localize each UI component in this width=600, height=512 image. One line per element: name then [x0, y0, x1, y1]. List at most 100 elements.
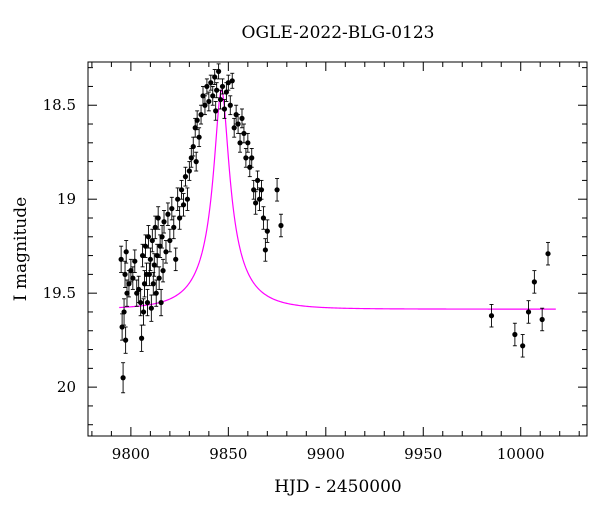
- model-curve: [119, 88, 556, 310]
- data-point: [245, 140, 251, 146]
- data-point: [237, 140, 243, 146]
- data-point: [173, 256, 179, 262]
- data-point: [161, 219, 167, 225]
- data-point: [520, 343, 526, 349]
- data-point: [156, 275, 162, 281]
- data-point: [194, 117, 200, 123]
- data-point: [262, 247, 268, 253]
- data-point: [239, 115, 245, 121]
- data-point: [128, 268, 134, 274]
- data-point: [144, 299, 151, 306]
- data-point: [278, 222, 284, 229]
- data-point: [531, 279, 537, 285]
- plot-frame: [87, 61, 588, 437]
- data-point: [204, 83, 210, 90]
- data-point: [132, 258, 138, 264]
- data-point: [126, 281, 132, 287]
- data-point: [145, 234, 152, 240]
- data-point: [186, 168, 192, 174]
- data-point: [223, 89, 229, 95]
- data-point: [219, 83, 226, 90]
- data-point: [130, 275, 136, 281]
- data-point: [190, 143, 196, 150]
- x-tick-label: 9800: [112, 445, 150, 463]
- data-point: [545, 251, 551, 257]
- data-point: [251, 187, 257, 193]
- data-point: [175, 196, 181, 202]
- data-point: [119, 324, 125, 330]
- data-point: [212, 74, 218, 80]
- data-point: [229, 78, 235, 84]
- x-tick-label: 9900: [307, 445, 345, 463]
- data-point: [488, 313, 495, 319]
- data-point: [120, 375, 126, 381]
- data-point: [153, 290, 159, 296]
- data-point: [169, 205, 175, 212]
- data-point: [225, 80, 231, 86]
- data-point: [167, 237, 173, 244]
- x-tick-label: 10000: [497, 445, 545, 463]
- y-tick-label: 20: [57, 378, 76, 396]
- data-point: [241, 130, 247, 137]
- data-point: [193, 159, 199, 165]
- data-point: [149, 237, 155, 244]
- data-point: [227, 102, 233, 108]
- data-point: [264, 228, 270, 234]
- x-axis-label: HJD - 2450000: [274, 477, 402, 497]
- data-point: [208, 80, 214, 86]
- data-point: [231, 125, 237, 131]
- data-point: [214, 87, 220, 93]
- data-point: [123, 337, 129, 343]
- data-point: [121, 309, 127, 315]
- data-point: [158, 299, 164, 306]
- data-point: [178, 187, 185, 193]
- data-point: [171, 224, 177, 230]
- data-point: [165, 211, 171, 217]
- y-tick-label: 18.5: [43, 96, 76, 114]
- data-point: [260, 215, 267, 221]
- x-tick-label: 9850: [209, 445, 247, 463]
- y-tick-label: 19: [57, 190, 76, 208]
- data-point: [254, 177, 261, 184]
- data-point: [249, 155, 255, 161]
- data-point: [192, 125, 198, 131]
- data-point: [141, 281, 148, 287]
- data-point: [138, 299, 144, 306]
- model-curve-group: [119, 88, 556, 310]
- data-point: [258, 187, 265, 193]
- data-point: [202, 102, 208, 108]
- data-point: [512, 331, 518, 338]
- y-axis-label: I magnitude: [11, 197, 31, 301]
- data-point: [118, 256, 124, 262]
- data-point: [147, 256, 153, 262]
- data-point: [163, 249, 169, 255]
- data-point: [180, 202, 187, 208]
- data-point: [152, 224, 158, 230]
- data-point: [215, 68, 222, 74]
- data-point: [122, 271, 128, 277]
- chart-title: OGLE-2022-BLG-0123: [242, 23, 435, 43]
- x-tick-label: 9950: [404, 445, 442, 463]
- data-point: [525, 309, 532, 315]
- data-point: [150, 281, 156, 287]
- data-point: [157, 243, 163, 249]
- data-point: [198, 112, 204, 118]
- axis-ticks: [88, 62, 587, 436]
- data-point: [154, 252, 160, 259]
- data-point: [139, 252, 146, 259]
- data-point: [206, 98, 212, 105]
- data-point: [213, 108, 219, 114]
- data-point: [188, 155, 194, 161]
- data-point: [151, 262, 157, 268]
- data-point: [235, 121, 241, 127]
- data-point: [155, 215, 161, 221]
- data-point: [159, 234, 165, 240]
- data-point: [140, 309, 147, 315]
- data-point: [148, 305, 154, 311]
- data-point: [177, 215, 183, 221]
- y-tick-label: 19.5: [43, 284, 76, 302]
- data-point: [274, 187, 280, 193]
- data-point: [184, 196, 191, 202]
- data-point: [196, 134, 202, 140]
